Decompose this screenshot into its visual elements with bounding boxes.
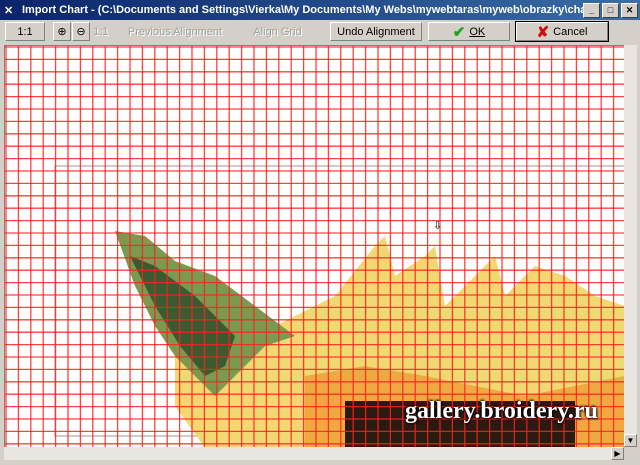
close-button[interactable]: ✕ — [621, 2, 638, 18]
zoom-out-button[interactable]: ⊖ — [72, 22, 90, 41]
check-icon: ✔ — [452, 23, 466, 41]
zoom-in-button[interactable]: ⊕ — [53, 22, 71, 41]
fit-button[interactable]: 1:1 — [92, 22, 110, 41]
minimize-button[interactable]: _ — [583, 2, 600, 18]
maximize-button[interactable]: □ — [602, 2, 619, 18]
chart-image: ⇩ — [5, 46, 625, 448]
cursor-icon: ⇩ — [433, 220, 442, 232]
zoom-out-icon: ⊖ — [76, 26, 86, 38]
previous-alignment-button[interactable]: Previous Alignment — [120, 22, 230, 41]
toolbar: 1:1 ⊕ ⊖ 1:1 Previous Alignment Align Gri… — [0, 20, 640, 44]
scroll-down-button[interactable]: ▼ — [624, 434, 637, 447]
ok-button[interactable]: ✔ OK — [428, 22, 510, 41]
cancel-label: Cancel — [553, 25, 588, 38]
zoom-in-icon: ⊕ — [57, 26, 67, 38]
vertical-scrollbar[interactable]: ▼ — [624, 45, 637, 447]
watermark: gallery.broidery.ru — [405, 398, 598, 424]
dark-green-stitches — [130, 256, 235, 376]
ok-label: OK — [469, 25, 486, 38]
dark-stitches — [345, 401, 575, 448]
chart-canvas[interactable]: ⇩ gallery.broidery.ru — [4, 45, 625, 448]
cancel-x-icon: ✘ — [536, 23, 550, 41]
horizontal-scrollbar[interactable]: ▶ — [4, 447, 624, 460]
undo-alignment-button[interactable]: Undo Alignment — [330, 22, 422, 41]
scroll-right-button[interactable]: ▶ — [611, 447, 624, 460]
title-bar: ✕ Import Chart - (C:\Documents and Setti… — [0, 0, 640, 20]
window-title: Import Chart - (C:\Documents and Setting… — [22, 4, 583, 16]
align-grid-button[interactable]: Align Grid — [235, 22, 320, 41]
cancel-button[interactable]: ✘ Cancel — [515, 21, 609, 42]
actual-size-button[interactable]: 1:1 — [5, 22, 45, 41]
app-icon: ✕ — [4, 4, 14, 17]
